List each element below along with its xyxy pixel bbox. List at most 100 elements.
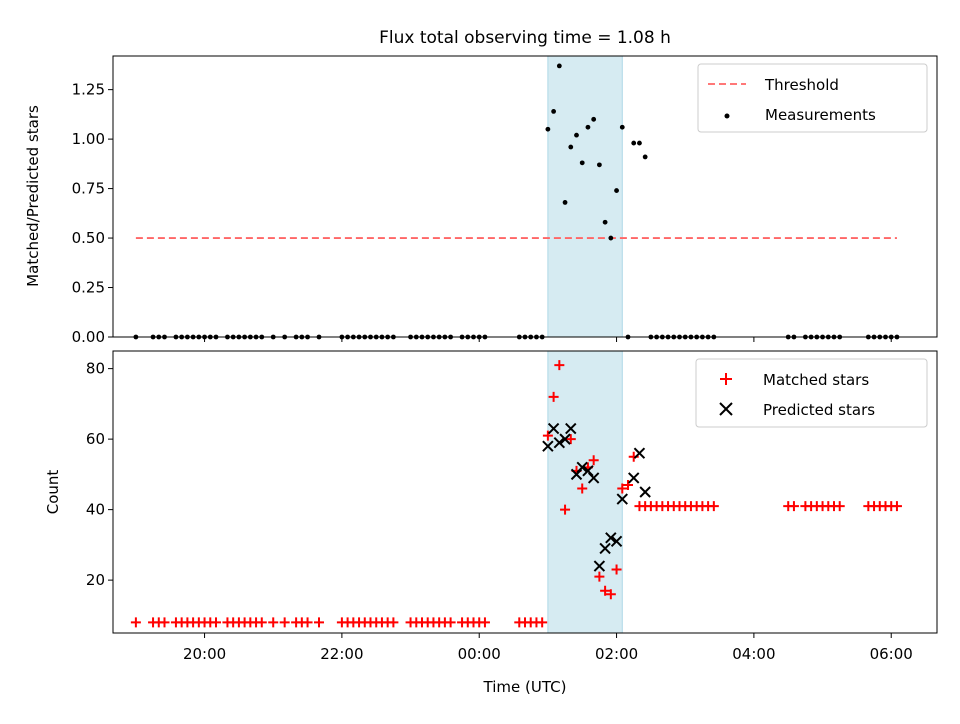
measurement-point xyxy=(614,188,619,193)
legend-predicted-label: Predicted stars xyxy=(763,401,875,419)
matched-star-marker xyxy=(617,483,628,494)
top-legend: Threshold Measurements xyxy=(697,63,928,133)
top-y-tick-label: 0.50 xyxy=(72,229,105,247)
predicted-stars-points xyxy=(542,422,651,572)
bottom-legend-box xyxy=(695,358,928,428)
matched-star-marker xyxy=(611,564,622,575)
observing-span-top xyxy=(547,55,623,338)
top-y-tick-label: 0.25 xyxy=(72,279,105,297)
measurement-point xyxy=(556,63,562,69)
x-tick-label: 04:00 xyxy=(732,645,775,663)
bottom-axes-frame xyxy=(112,350,938,634)
x-tick-label: 00:00 xyxy=(458,645,501,663)
legend-measurements-swatch xyxy=(724,113,730,119)
matched-stars-points xyxy=(130,360,902,628)
top-y-axis-label: Matched/Predicted stars xyxy=(24,105,42,287)
predicted-star-marker xyxy=(593,560,606,572)
legend-matched-label: Matched stars xyxy=(763,371,869,389)
top-y-ticks: 0.00 0.25 0.50 0.75 1.00 1.25 xyxy=(72,81,113,346)
legend-threshold-label: Threshold xyxy=(764,76,839,94)
predicted-star-marker xyxy=(633,447,646,459)
predicted-star-marker xyxy=(576,461,588,474)
matched-star-marker xyxy=(565,434,576,445)
bottom-y-tick-label: 80 xyxy=(86,360,105,378)
matched-star-marker xyxy=(594,571,605,582)
matched-star-marker xyxy=(130,617,141,628)
matched-star-marker xyxy=(623,479,633,490)
top-legend-box xyxy=(697,63,928,133)
predicted-star-marker xyxy=(587,472,600,484)
predicted-star-marker xyxy=(605,532,617,544)
top-y-tick-label: 0.00 xyxy=(72,328,105,346)
matched-star-marker xyxy=(159,617,170,628)
top-y-tick-label: 1.00 xyxy=(72,130,105,148)
measurement-point xyxy=(562,200,568,205)
x-tick-label: 22:00 xyxy=(320,645,363,663)
bottom-y-tick-label: 20 xyxy=(86,571,105,589)
predicted-star-marker xyxy=(559,433,571,445)
x-tick-label: 02:00 xyxy=(595,645,638,663)
measurement-point xyxy=(602,219,608,225)
measurement-point xyxy=(551,109,557,114)
predicted-star-marker xyxy=(553,436,566,449)
matched-star-marker xyxy=(279,617,290,628)
matched-star-marker xyxy=(708,501,719,512)
legend-predicted-swatch xyxy=(719,402,733,416)
predicted-star-marker xyxy=(542,440,554,452)
predicted-star-marker xyxy=(599,542,611,555)
bottom-x-ticks: 20:00 22:00 00:00 02:00 04:00 06:00 xyxy=(183,633,913,663)
matched-star-marker xyxy=(256,617,267,628)
measurement-point xyxy=(585,124,591,130)
predicted-star-marker xyxy=(628,472,640,484)
matched-star-marker xyxy=(600,585,611,596)
matched-star-marker xyxy=(834,501,845,512)
matched-star-marker xyxy=(542,430,553,441)
top-y-tick-label: 0.75 xyxy=(72,180,105,198)
measurement-point xyxy=(642,154,648,160)
measurement-point xyxy=(596,162,602,168)
chart-title: Flux total observing time = 1.08 h xyxy=(379,28,671,48)
x-tick-label: 20:00 xyxy=(183,645,226,663)
matched-star-marker xyxy=(577,483,588,494)
measurement-point xyxy=(579,160,585,166)
predicted-star-marker xyxy=(639,486,651,498)
measurement-point xyxy=(545,126,551,132)
matched-star-marker xyxy=(560,504,571,515)
matched-star-marker xyxy=(588,455,599,466)
predicted-star-marker xyxy=(565,422,577,435)
matched-star-marker xyxy=(388,617,399,628)
x-tick-label: 06:00 xyxy=(870,645,913,663)
legend-matched-swatch xyxy=(720,373,732,385)
observing-span-bottom xyxy=(547,350,623,634)
x-axis-label: Time (UTC) xyxy=(483,678,567,696)
predicted-star-marker xyxy=(616,493,628,505)
matched-star-marker xyxy=(548,391,559,402)
measurement-point xyxy=(608,235,614,241)
top-panel: 0.00 0.25 0.50 0.75 1.00 1.25 Matched/Predict… xyxy=(24,55,938,346)
measurement-point xyxy=(568,144,574,150)
predicted-star-marker xyxy=(610,535,623,548)
bottom-y-tick-label: 60 xyxy=(86,430,105,448)
matched-star-marker xyxy=(479,617,490,628)
measurement-point xyxy=(637,140,642,146)
measurement-point xyxy=(619,124,625,130)
bottom-y-axis-label: Count xyxy=(44,470,62,515)
matched-star-marker xyxy=(302,617,313,628)
legend-measurements-label: Measurements xyxy=(765,106,876,124)
bottom-legend: Matched stars Predicted stars xyxy=(695,358,928,428)
measurement-point xyxy=(631,140,637,146)
top-axes-frame xyxy=(112,55,938,338)
matched-star-marker xyxy=(314,617,324,628)
measurement-point xyxy=(574,132,579,138)
top-y-tick-label: 1.25 xyxy=(72,81,105,99)
bottom-y-tick-label: 40 xyxy=(86,501,105,519)
matched-star-marker xyxy=(788,501,799,512)
matched-star-marker xyxy=(891,501,902,512)
matched-star-marker xyxy=(537,617,548,628)
matched-star-marker xyxy=(268,617,279,628)
measurement-point xyxy=(591,116,597,122)
matched-star-marker xyxy=(554,360,565,371)
matched-star-marker xyxy=(211,617,221,628)
